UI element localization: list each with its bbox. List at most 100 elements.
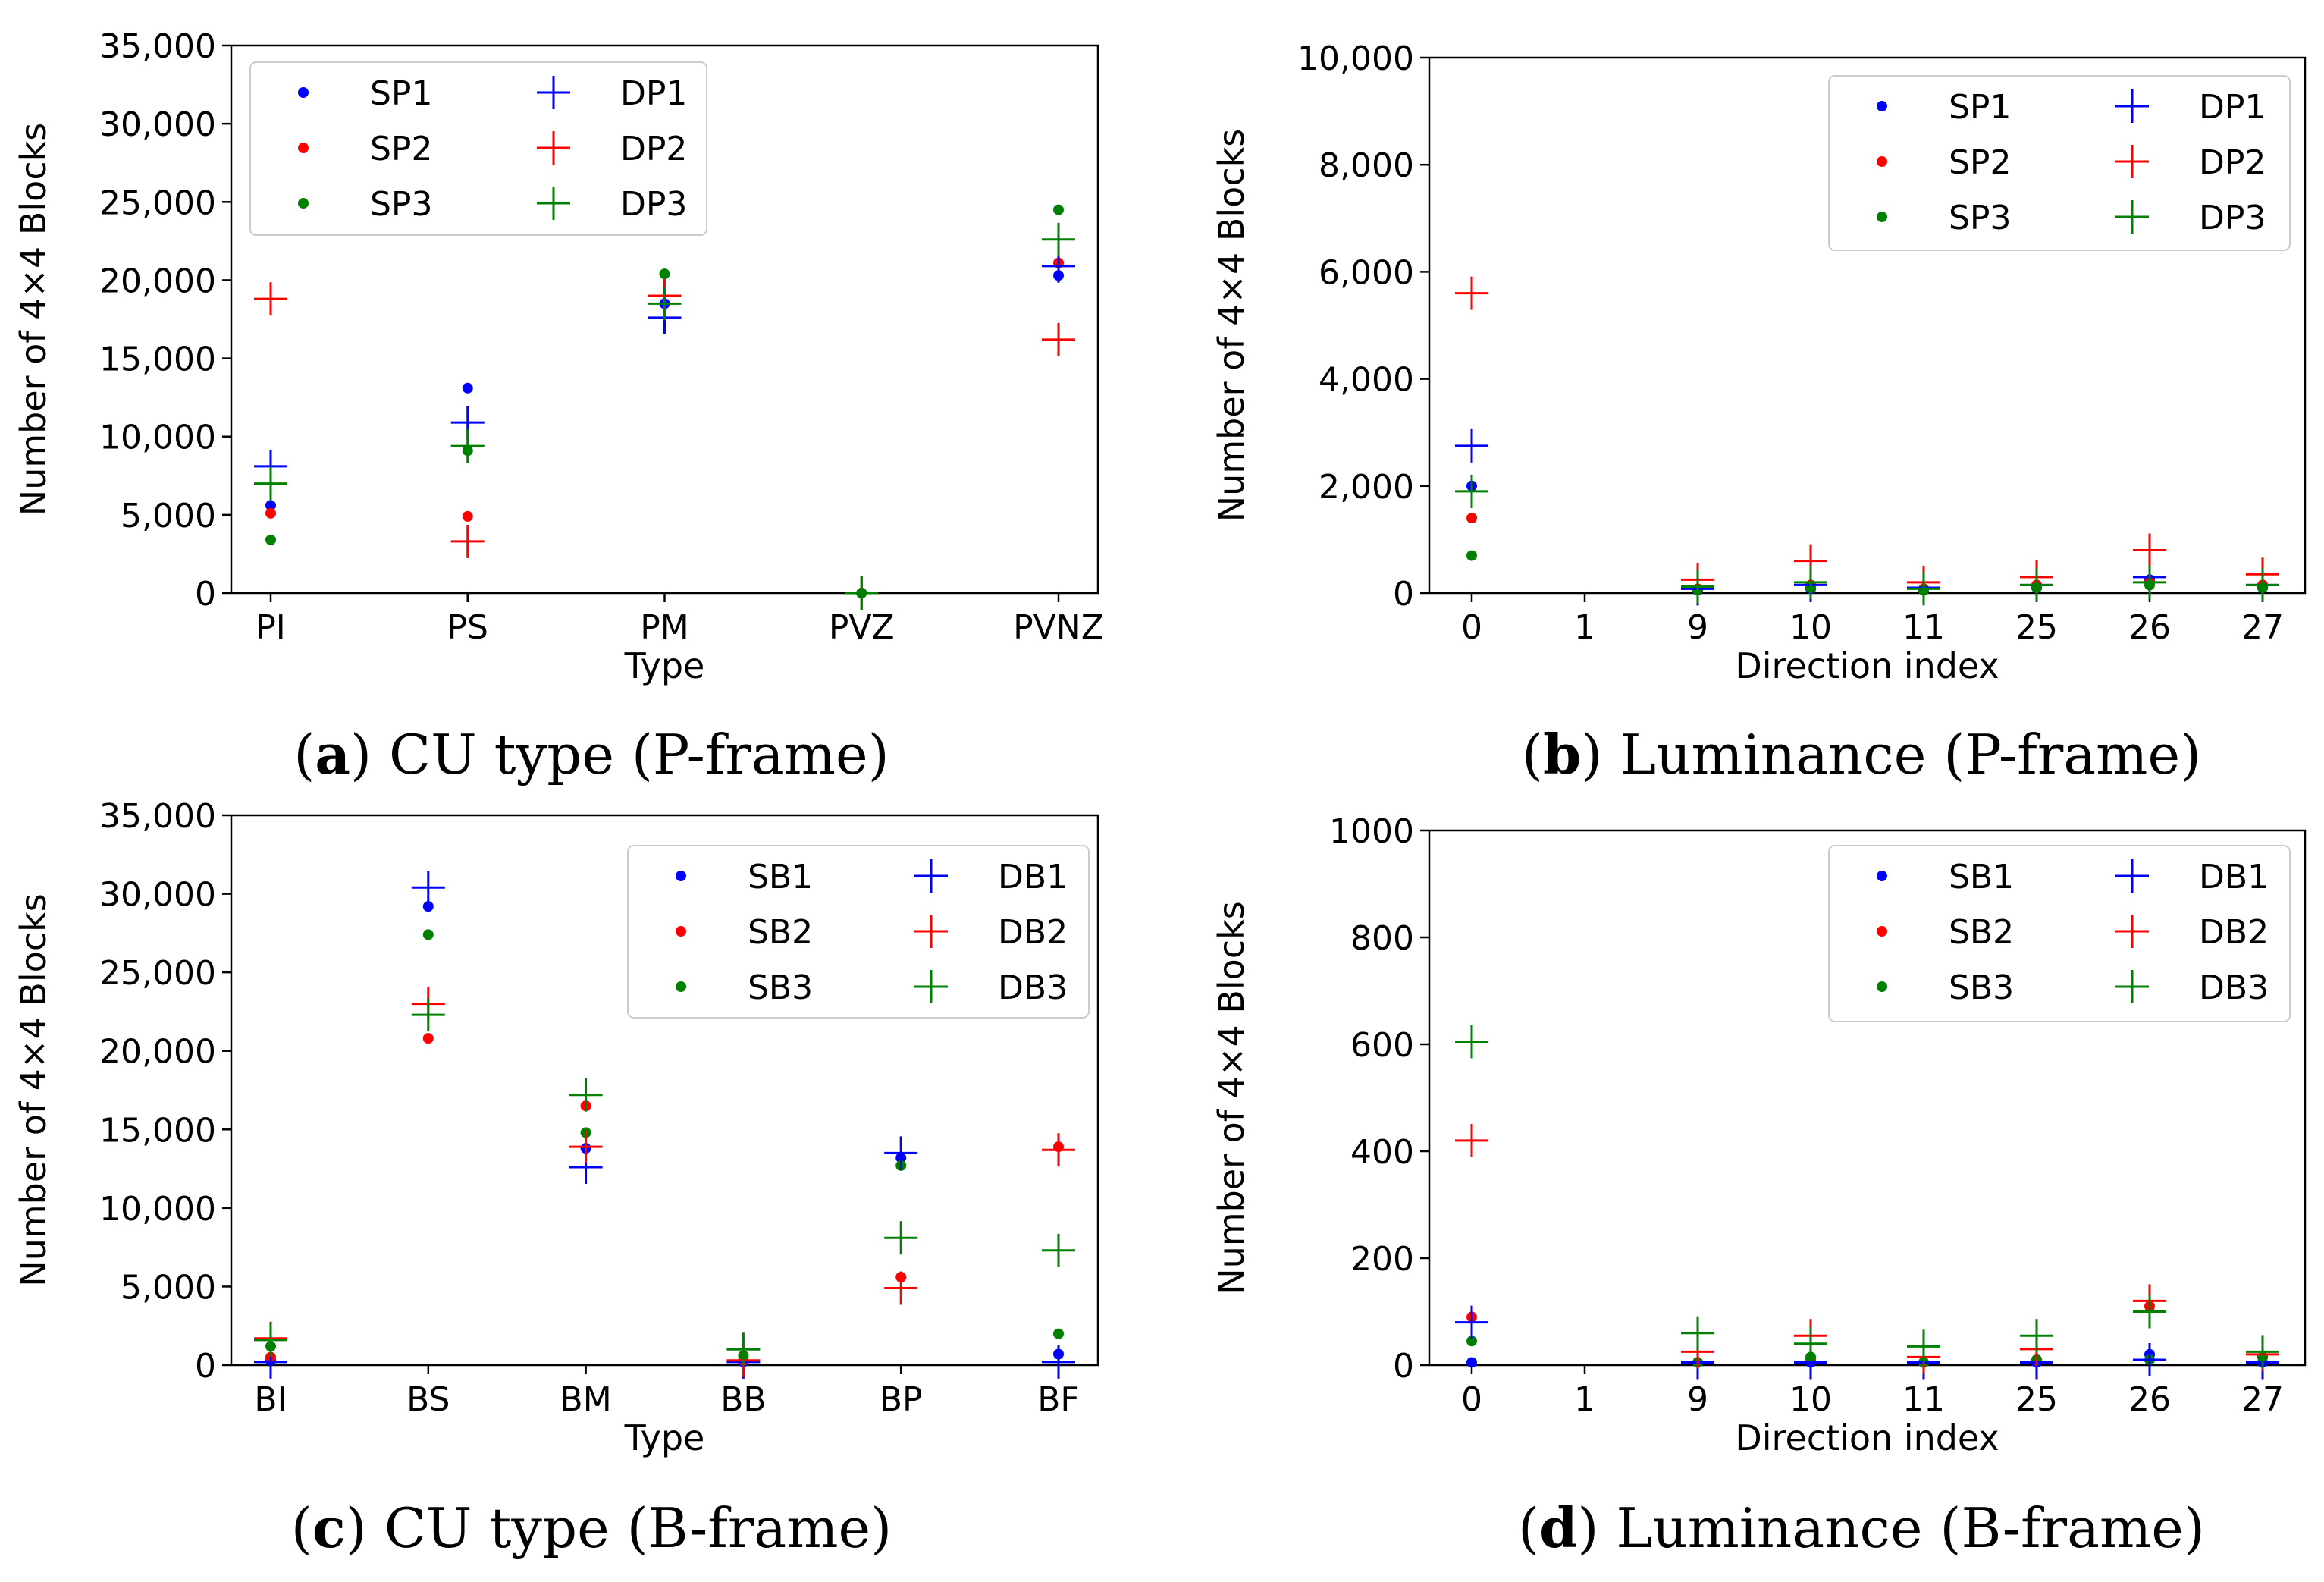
y-tick-label: 400 [1350, 1133, 1414, 1172]
legend-label-sp2: SP2 [370, 130, 432, 168]
y-tick-label: 5,000 [121, 497, 216, 535]
data-point-dp3 [2133, 565, 2166, 599]
legend-marker-sp1 [298, 87, 309, 98]
y-tick-label: 30,000 [99, 105, 216, 144]
x-tick-label: 10 [1789, 608, 1832, 647]
x-tick-label: 9 [1687, 1380, 1708, 1419]
data-point-db3 [1794, 1326, 1827, 1361]
y-tick-label: 0 [195, 575, 216, 614]
x-tick-label: BM [560, 1380, 612, 1419]
legend-marker-sb2 [676, 926, 686, 937]
chart-panel-b: 0 2,000 4,000 6,000 8,000 10,000 0 1 9 10 11 25 26 27… [1211, 39, 2307, 786]
data-point-db1 [411, 871, 445, 905]
data-point-dp3 [845, 576, 879, 610]
data-point-dp2 [254, 282, 287, 316]
y-tick-label: 10,000 [1297, 39, 1414, 78]
legend-marker-sp3 [1877, 212, 1887, 222]
data-point-db2 [1042, 1133, 1075, 1167]
chart-panel-a: 0 5,000 10,000 15,000 20,000 25,000 30,000 35,0… [13, 27, 1104, 786]
data-point-db3 [411, 998, 445, 1032]
x-tick-label: 27 [2241, 608, 2284, 647]
caption-paren-open: ( [1522, 723, 1543, 786]
x-tick-label: 25 [2015, 608, 2058, 647]
x-tick-label: 27 [2241, 1380, 2284, 1419]
y-tick-label: 0 [1393, 1347, 1414, 1386]
plot-frame [1428, 829, 2307, 1367]
legend-label-sb1: SB1 [748, 858, 813, 896]
legend-label-sp3: SP3 [1949, 199, 2011, 237]
data-point-dp3 [648, 287, 682, 321]
data-point-sp2 [265, 507, 276, 519]
y-tick-label: 0 [1393, 575, 1414, 614]
data-point-dp2 [450, 524, 485, 558]
legend-marker-sb2 [1877, 926, 1887, 937]
legend-label-sb2: SB2 [748, 913, 813, 952]
legend-label-db2: DB2 [998, 913, 1068, 952]
legend-marker-sb3 [676, 981, 686, 992]
data-point-sb3 [422, 929, 434, 940]
caption-text: ) Luminance (P-frame) [1581, 723, 2201, 786]
data-point-dp2 [2133, 533, 2166, 567]
data-point-db1 [1042, 1345, 1075, 1379]
legend: SB1 SB2 SB3 DB1 DB2 DB3 [1828, 845, 2291, 1022]
data-point-db3 [2133, 1295, 2166, 1329]
x-tick-label: 0 [1461, 608, 1482, 647]
legend-marker-sb1 [1877, 871, 1887, 881]
legend-label-sb1: SB1 [1949, 858, 2014, 896]
x-tick-label: 11 [1902, 608, 1945, 647]
data-point-sb1 [1466, 1357, 1477, 1368]
data-point-dp1 [1455, 428, 1488, 463]
data-point-sp1 [462, 382, 473, 394]
legend-label-db1: DB1 [998, 858, 1068, 896]
y-axis-label: Number of 4×4 Blocks [13, 893, 54, 1286]
plot-frame [1428, 56, 2307, 595]
x-tick-label: 0 [1461, 1380, 1482, 1419]
data-point-db3 [254, 1323, 287, 1357]
legend-box [1828, 845, 2291, 1022]
x-tick-label: BI [254, 1380, 287, 1419]
plot-frame [230, 814, 1099, 1367]
legend-label-sb2: SB2 [1949, 913, 2014, 952]
y-tick-label: 10,000 [99, 419, 216, 457]
legend-box [1828, 75, 2291, 251]
data-point-dp3 [1455, 474, 1488, 508]
legend-label-sp1: SP1 [1949, 88, 2011, 127]
caption-letter: d [1539, 1496, 1577, 1560]
data-point-dp3 [1681, 570, 1714, 604]
y-tick-label: 30,000 [99, 876, 216, 915]
legend-marker-sb3 [1877, 981, 1887, 992]
y-axis-label: Number of 4×4 Blocks [13, 123, 54, 516]
x-tick-label: PVNZ [1013, 608, 1104, 647]
data-point-db2 [884, 1271, 918, 1305]
data-point-db3 [1907, 1329, 1940, 1364]
caption-paren-open: ( [293, 723, 315, 786]
data-point-sp3 [265, 534, 276, 545]
y-tick-label: 6,000 [1319, 253, 1414, 292]
data-point-db2 [1455, 1123, 1488, 1157]
legend-label-sp1: SP1 [370, 74, 432, 113]
y-tick-label: 5,000 [121, 1268, 216, 1307]
data-point-sp3 [1053, 204, 1064, 215]
legend-label-db2: DB2 [2199, 913, 2269, 952]
caption-letter: b [1543, 722, 1581, 786]
x-tick-label: PS [447, 608, 488, 647]
legend-label-sb3: SB3 [748, 968, 813, 1007]
data-point-dp3 [450, 429, 485, 463]
y-axis-label: Number of 4×4 Blocks [1211, 129, 1252, 522]
legend: SB1 SB2 SB3 DB1 DB2 DB3 [627, 845, 1090, 1019]
legend-marker-sb1 [676, 871, 686, 881]
data-point-db3 [569, 1078, 603, 1112]
caption-text: ) CU type (P-frame) [350, 723, 889, 786]
x-axis-label: Type [624, 1417, 705, 1458]
data-point-db1 [884, 1136, 918, 1170]
data-point-dp2 [1042, 322, 1075, 356]
legend-marker-sp3 [298, 198, 309, 209]
data-point-dp3 [2020, 568, 2053, 602]
legend-label-db3: DB3 [2199, 968, 2269, 1007]
y-axis-label: Number of 4×4 Blocks [1211, 901, 1252, 1294]
x-tick-label: 26 [2128, 608, 2171, 647]
data-point-db3 [884, 1221, 918, 1255]
caption-letter: a [315, 722, 350, 786]
data-point-sp3 [1466, 550, 1477, 561]
